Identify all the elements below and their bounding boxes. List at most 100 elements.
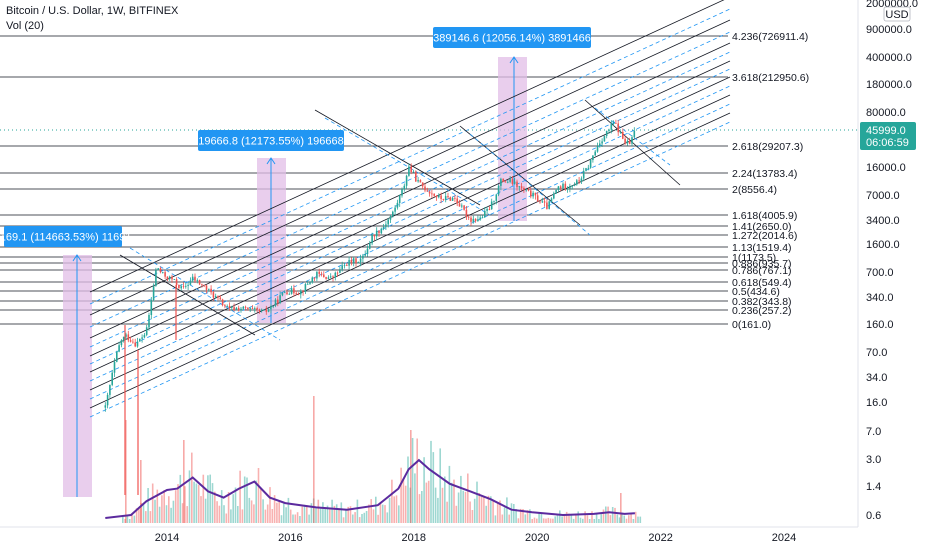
volume-bar xyxy=(402,478,405,523)
trend-line xyxy=(119,254,256,336)
candle-body xyxy=(258,309,261,311)
volume-bar xyxy=(379,504,382,523)
time-axis[interactable]: 2014 2016 2018 2020 2022 2024 xyxy=(0,526,858,544)
candle-body xyxy=(256,308,258,310)
price-tick-label: 900000.0 xyxy=(866,24,912,36)
candle-body xyxy=(467,216,470,218)
candle-body xyxy=(493,200,495,202)
volume-bar xyxy=(347,506,349,523)
volume-bar xyxy=(301,506,303,523)
candle-body xyxy=(189,280,192,285)
candle-body xyxy=(380,228,383,234)
volume-bar xyxy=(186,506,188,523)
measure-label: 1169.1 (114663.53%) 11691 xyxy=(0,232,132,244)
candle-body xyxy=(415,171,417,182)
candle-body xyxy=(553,193,555,199)
candle-body xyxy=(371,235,373,244)
candle-body xyxy=(116,351,118,362)
channel-dash-line xyxy=(89,51,731,348)
candle-body xyxy=(224,305,226,307)
volume-bar xyxy=(188,470,191,523)
candle-body xyxy=(626,140,629,144)
volume-bar xyxy=(264,509,267,523)
time-tick-label: 2016 xyxy=(278,532,302,544)
volume-bar xyxy=(234,487,237,523)
volume-bar xyxy=(630,513,632,523)
volume-bar xyxy=(563,515,566,523)
volume-bar xyxy=(554,516,556,523)
volume-bar xyxy=(616,514,619,523)
price-tick-label: 7.0 xyxy=(866,426,881,438)
candle-body xyxy=(474,218,477,222)
candle-body xyxy=(392,211,394,217)
volume-bar xyxy=(195,483,198,523)
measure-arrowhead xyxy=(266,157,276,165)
trend-line xyxy=(594,107,671,166)
candle-body xyxy=(412,171,415,173)
price-axis[interactable]: 2000000.0 900000.0 400000.0 180000.0 80000.0… xyxy=(857,0,918,527)
candle-body xyxy=(141,337,143,339)
volume-bar xyxy=(174,490,177,523)
candle-body xyxy=(631,137,633,144)
fib-level-label: 1(1173.5) xyxy=(732,252,776,264)
candle-body xyxy=(309,282,311,284)
volume-bar xyxy=(257,468,260,523)
volume-bar xyxy=(269,487,271,523)
volume-bar xyxy=(340,502,343,523)
volume-bar xyxy=(165,505,168,523)
candle-body xyxy=(332,276,334,278)
volume-bar xyxy=(161,495,163,523)
volume-bar xyxy=(183,440,185,523)
volume-bar xyxy=(147,488,149,523)
price-tick-label: 7000.0 xyxy=(866,190,900,202)
volume-indicator-label[interactable]: Vol (20) xyxy=(6,20,44,32)
price-tick-label: 180000.0 xyxy=(866,79,912,91)
trend-line xyxy=(459,125,581,226)
candle-body xyxy=(348,260,350,266)
volume-bar xyxy=(421,491,423,523)
candle-body xyxy=(481,217,484,218)
volume-bar xyxy=(634,511,637,523)
volume-bar xyxy=(338,509,340,523)
candle-body xyxy=(127,334,130,341)
fib-level-labels: 4.236(726911.4) 3.618(212950.6) 2.618(2920… xyxy=(732,31,809,331)
candle-body xyxy=(175,279,178,285)
bar-countdown: 06:06:59 xyxy=(866,137,909,149)
candle-body xyxy=(277,299,279,303)
candle-body xyxy=(594,151,596,156)
candle-body xyxy=(323,274,325,277)
price-tick-label: 16.0 xyxy=(866,397,887,409)
channel-dash-line xyxy=(89,68,731,365)
volume-bar xyxy=(266,504,269,523)
trend-line xyxy=(129,247,281,341)
candle-body xyxy=(111,372,113,385)
candle-body xyxy=(454,197,456,199)
volume-bar xyxy=(427,480,430,523)
candle-body xyxy=(249,308,251,310)
candle-body xyxy=(387,219,389,225)
candle-body xyxy=(162,272,164,273)
fib-level-label: 0.886(935.7) xyxy=(732,258,792,270)
trend-line xyxy=(469,133,591,236)
candle-body xyxy=(357,261,360,263)
candle-body xyxy=(608,129,610,131)
volume-bar xyxy=(131,513,133,523)
candle-body xyxy=(375,230,378,237)
candle-body xyxy=(546,202,548,209)
candle-body xyxy=(120,340,123,346)
volume-bar xyxy=(457,492,460,523)
volume-bar xyxy=(430,440,432,523)
candle-body xyxy=(596,146,599,152)
volume-bar xyxy=(232,494,234,523)
last-price-tag xyxy=(860,122,916,150)
candle-body xyxy=(566,188,569,190)
volume-bar xyxy=(423,457,425,523)
candle-body xyxy=(403,185,406,190)
candle-body xyxy=(488,209,491,210)
channel-line xyxy=(89,94,731,391)
volume-bar xyxy=(193,481,195,523)
volume-bar xyxy=(142,503,145,523)
candle-body xyxy=(194,276,196,281)
volume-bar xyxy=(625,518,628,523)
